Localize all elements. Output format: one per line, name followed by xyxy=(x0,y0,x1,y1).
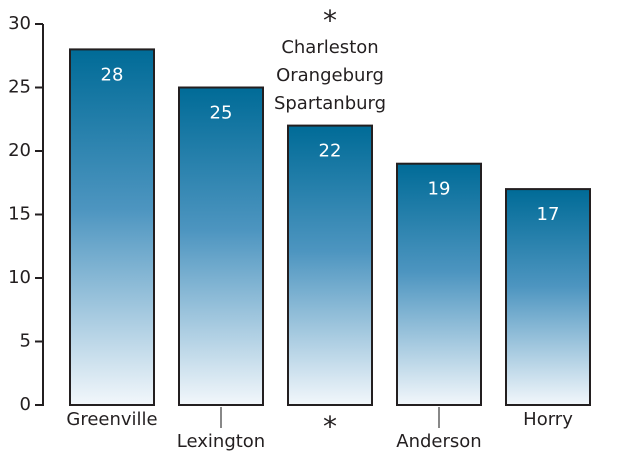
x-tick-label: Lexington xyxy=(177,431,265,452)
value-label: 17 xyxy=(537,204,560,225)
y-tick-label: 10 xyxy=(8,267,31,288)
x-tick-label: Greenville xyxy=(66,409,157,430)
y-tick-label: 0 xyxy=(20,394,31,415)
x-tick-label: Horry xyxy=(523,409,573,430)
bar xyxy=(69,48,155,407)
value-label: 28 xyxy=(101,64,124,85)
annotation-symbol: * xyxy=(323,4,337,37)
y-tick-label: 15 xyxy=(8,204,31,225)
y-tick-label: 30 xyxy=(8,13,31,34)
bar xyxy=(505,188,591,406)
y-tick-label: 25 xyxy=(8,77,31,98)
annotation-line: Spartanburg xyxy=(274,93,386,114)
value-label: 22 xyxy=(319,141,342,162)
annotation-line: Orangeburg xyxy=(276,65,384,86)
annotation-line: Charleston xyxy=(281,37,378,58)
bar xyxy=(178,86,264,406)
value-label: 19 xyxy=(428,179,451,200)
x-tick-label: * xyxy=(323,410,337,443)
bar xyxy=(287,124,373,406)
y-tick-label: 5 xyxy=(20,331,31,352)
y-tick-label: 20 xyxy=(8,140,31,161)
x-tick-label: Anderson xyxy=(396,431,481,452)
value-label: 25 xyxy=(210,103,233,124)
bar xyxy=(396,162,482,406)
